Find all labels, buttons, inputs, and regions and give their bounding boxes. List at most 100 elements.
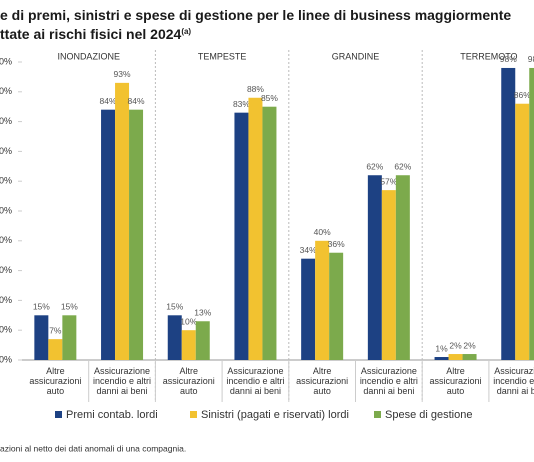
y-tick-label: 40%	[0, 235, 12, 245]
value-label: 93%	[114, 69, 131, 79]
title-note: (a)	[181, 27, 191, 36]
x-tick-line: danni ai beni	[230, 386, 281, 396]
x-tick-line: danni ai beni	[497, 386, 534, 396]
bar	[181, 330, 196, 360]
x-tick-line: incendio e altri	[360, 376, 418, 386]
value-label: 7%	[49, 325, 62, 335]
bar	[115, 82, 130, 361]
value-label: 2%	[449, 340, 462, 350]
bar	[367, 175, 382, 360]
legend-label: Premi contab. lordi	[66, 409, 158, 421]
group-label: TERREMOTO	[460, 51, 517, 61]
y-tick-label: 60%	[0, 176, 12, 186]
value-label: 84%	[128, 96, 145, 106]
y-tick-label: 100%	[0, 56, 12, 66]
value-label: 86%	[514, 90, 531, 100]
bar	[395, 175, 410, 360]
value-label: 34%	[300, 245, 317, 255]
chart-title: ttate ai rischi fisici nel 2024(a)	[0, 26, 191, 42]
bar	[48, 339, 63, 360]
y-tick-label: 0%	[0, 354, 12, 364]
x-tick-label: Altre assicurazioni auto	[430, 366, 482, 396]
bar	[101, 109, 116, 361]
value-label: 15%	[61, 302, 78, 312]
group-label: TEMPESTE	[198, 51, 247, 61]
footnote: azioni al netto dei dati anomali di una …	[0, 443, 186, 453]
y-tick-label: 30%	[0, 265, 12, 275]
chart-title: e di premi, sinistri e spese di gestione…	[0, 7, 511, 23]
legend-label: Spese di gestione	[385, 409, 472, 421]
bar	[234, 112, 249, 360]
legend-swatch	[55, 411, 62, 418]
bar	[315, 240, 330, 360]
value-label: 98%	[500, 54, 517, 64]
value-label: 15%	[166, 302, 183, 312]
y-tick-label: 70%	[0, 146, 12, 156]
legend-label: Sinistri (pagati e riservati) lordi	[201, 409, 349, 421]
x-tick-line: assicurazioni	[29, 376, 81, 386]
value-label: 13%	[194, 308, 211, 318]
bar	[462, 354, 477, 360]
bar	[34, 315, 49, 360]
x-tick-line: danni ai beni	[97, 386, 148, 396]
x-tick-line: Assicurazione	[227, 366, 283, 376]
bar	[62, 315, 77, 360]
x-tick-line: danni ai beni	[363, 386, 414, 396]
bar	[515, 103, 530, 360]
value-label: 2%	[463, 340, 476, 350]
y-tick-label: 80%	[0, 116, 12, 126]
x-tick-line: assicurazioni	[430, 376, 482, 386]
x-tick-line: auto	[313, 386, 331, 396]
y-tick-label: 20%	[0, 295, 12, 305]
value-label: 84%	[100, 96, 117, 106]
value-label: 85%	[261, 93, 278, 103]
x-tick-line: auto	[180, 386, 198, 396]
legend-swatch	[190, 411, 197, 418]
x-tick-line: Assicurazione	[361, 366, 417, 376]
value-label: 10%	[180, 316, 197, 326]
bar	[248, 97, 263, 360]
legend-swatch	[374, 411, 381, 418]
value-label: 57%	[380, 176, 397, 186]
group-label: GRANDINE	[332, 51, 380, 61]
x-tick-line: Altre	[46, 366, 65, 376]
bar	[167, 315, 182, 360]
x-tick-line: incendio e altri	[493, 376, 534, 386]
x-tick-line: Assicurazione	[94, 366, 150, 376]
bar	[381, 190, 396, 360]
value-label: 62%	[366, 161, 383, 171]
x-tick-line: incendio e altri	[226, 376, 284, 386]
x-tick-line: Altre	[313, 366, 332, 376]
x-tick-line: Assicurazione	[494, 366, 534, 376]
value-label: 36%	[328, 239, 345, 249]
bar	[434, 357, 449, 360]
value-label: 83%	[233, 99, 250, 109]
value-label: 88%	[247, 84, 264, 94]
bar	[195, 321, 210, 360]
bar	[448, 354, 463, 360]
x-tick-line: Altre	[446, 366, 465, 376]
value-label: 15%	[33, 302, 50, 312]
x-tick-line: auto	[447, 386, 465, 396]
bar	[262, 106, 277, 360]
bar	[301, 258, 316, 360]
x-tick-label: Altre assicurazioni auto	[29, 366, 81, 396]
bar	[329, 252, 344, 360]
x-tick-line: incendio e altri	[93, 376, 151, 386]
value-label: 98%	[528, 54, 534, 64]
x-tick-line: auto	[47, 386, 65, 396]
x-tick-label: Altre assicurazioni auto	[296, 366, 348, 396]
y-tick-label: 10%	[0, 325, 12, 335]
x-tick-line: Altre	[179, 366, 198, 376]
x-tick-label: Altre assicurazioni auto	[163, 366, 215, 396]
value-label: 62%	[394, 161, 411, 171]
bar	[529, 67, 534, 361]
x-tick-line: assicurazioni	[296, 376, 348, 386]
group-label: INONDAZIONE	[57, 51, 120, 61]
title-line: ttate ai rischi fisici nel 2024	[0, 26, 182, 42]
